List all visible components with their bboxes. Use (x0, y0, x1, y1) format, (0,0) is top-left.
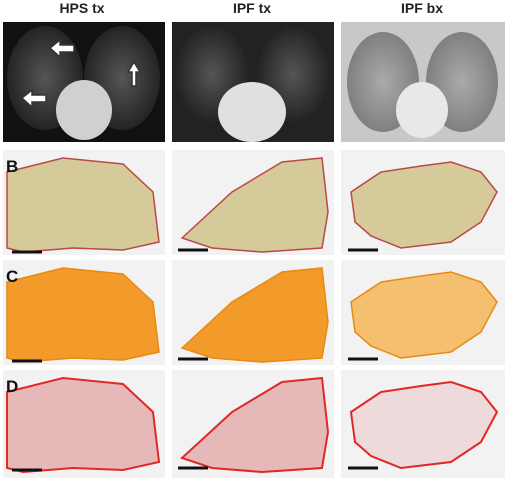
column-header: HPS tx (59, 0, 104, 16)
column-header: IPF bx (401, 0, 443, 16)
row-label: C (6, 267, 18, 286)
row-label: D (6, 377, 18, 396)
scale-bars (12, 248, 378, 472)
row-label: B (6, 157, 18, 176)
tissue-row-d (3, 370, 505, 478)
ct-images (3, 22, 505, 142)
row-label: A (6, 29, 18, 48)
tissue-row-c (3, 260, 505, 365)
column-header: IPF tx (233, 0, 271, 16)
tissue-row-b (3, 150, 505, 255)
